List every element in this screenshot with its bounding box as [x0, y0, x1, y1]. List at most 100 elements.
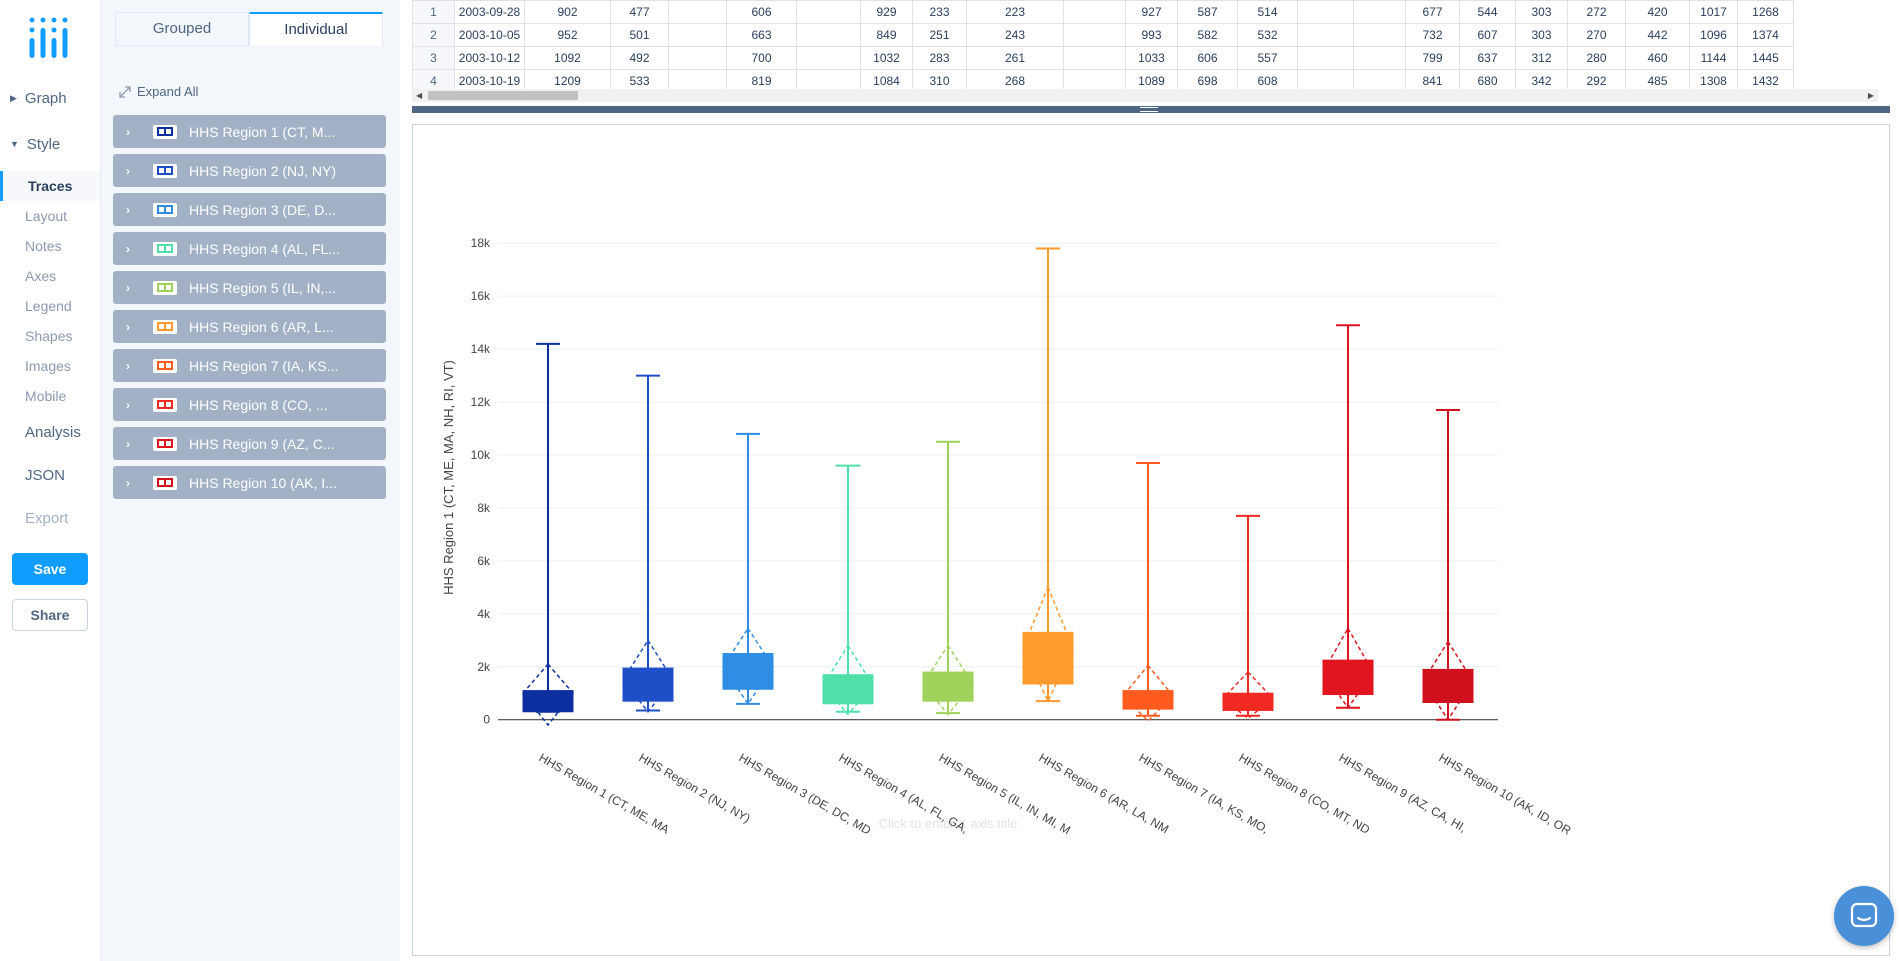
- table-cell[interactable]: [1297, 0, 1354, 24]
- chevron-right-icon[interactable]: ›: [126, 202, 130, 217]
- table-cell[interactable]: 283: [912, 46, 967, 70]
- table-cell[interactable]: 312: [1515, 46, 1568, 70]
- table-cell[interactable]: [796, 46, 861, 70]
- scroll-right-icon[interactable]: ▶: [1867, 91, 1874, 100]
- table-cell[interactable]: 1033: [1125, 46, 1178, 70]
- table-cell[interactable]: 2003-10-05: [454, 23, 525, 47]
- table-cell[interactable]: 223: [966, 0, 1064, 24]
- table-cell[interactable]: 280: [1567, 46, 1626, 70]
- trace-item[interactable]: › HHS Region 9 (AZ, C...: [113, 427, 386, 460]
- pane-splitter[interactable]: [412, 106, 1890, 113]
- table-cell[interactable]: 1017: [1689, 0, 1738, 24]
- table-cell[interactable]: 902: [524, 0, 611, 24]
- table-cell[interactable]: 637: [1459, 46, 1516, 70]
- trace-item[interactable]: › HHS Region 10 (AK, I...: [113, 466, 386, 499]
- scrollbar-thumb[interactable]: [428, 91, 578, 100]
- nav-style-mobile[interactable]: Mobile: [25, 388, 67, 404]
- table-cell[interactable]: 270: [1567, 23, 1626, 47]
- table-cell[interactable]: 532: [1237, 23, 1298, 47]
- y-axis-title[interactable]: HHS Region 1 (CT, ME, MA, NH, RI, VT): [441, 360, 456, 595]
- box-body[interactable]: [922, 671, 974, 702]
- table-cell[interactable]: 1374: [1737, 23, 1794, 47]
- nav-style-legend[interactable]: Legend: [25, 298, 72, 314]
- row-number[interactable]: 4: [412, 69, 455, 93]
- table-cell[interactable]: [1063, 23, 1126, 47]
- trace-item[interactable]: › HHS Region 5 (IL, IN,...: [113, 271, 386, 304]
- table-cell[interactable]: 492: [610, 46, 669, 70]
- table-cell[interactable]: 929: [860, 0, 913, 24]
- nav-graph[interactable]: ▶ Graph: [0, 80, 100, 116]
- table-cell[interactable]: [1297, 23, 1354, 47]
- table-cell[interactable]: 607: [1459, 23, 1516, 47]
- table-cell[interactable]: 1092: [524, 46, 611, 70]
- box-body[interactable]: [1422, 668, 1474, 703]
- tab-individual[interactable]: Individual: [249, 12, 383, 46]
- table-cell[interactable]: [796, 23, 861, 47]
- app-logo-icon[interactable]: [28, 16, 72, 60]
- trace-item[interactable]: › HHS Region 8 (CO, ...: [113, 388, 386, 421]
- nav-style-traces[interactable]: Traces: [0, 171, 100, 201]
- nav-json[interactable]: JSON: [25, 467, 66, 484]
- table-cell[interactable]: 1032: [860, 46, 913, 70]
- table-cell[interactable]: 582: [1177, 23, 1238, 47]
- table-cell[interactable]: 606: [1177, 46, 1238, 70]
- splitter-grip-icon[interactable]: [1140, 107, 1158, 112]
- chevron-right-icon[interactable]: ›: [126, 163, 130, 178]
- table-cell[interactable]: 272: [1567, 0, 1626, 24]
- table-cell[interactable]: [1353, 46, 1406, 70]
- table-cell[interactable]: 677: [1405, 0, 1460, 24]
- table-cell[interactable]: 1096: [1689, 23, 1738, 47]
- table-cell[interactable]: [668, 46, 727, 70]
- trace-item[interactable]: › HHS Region 4 (AL, FL...: [113, 232, 386, 265]
- table-cell[interactable]: 1144: [1689, 46, 1738, 70]
- table-cell[interactable]: 1268: [1737, 0, 1794, 24]
- trace-item[interactable]: › HHS Region 6 (AR, L...: [113, 310, 386, 343]
- table-cell[interactable]: 700: [726, 46, 797, 70]
- table-cell[interactable]: 952: [524, 23, 611, 47]
- chevron-right-icon[interactable]: ›: [126, 241, 130, 256]
- table-cell[interactable]: 514: [1237, 0, 1298, 24]
- box-body[interactable]: [1322, 659, 1374, 696]
- table-cell[interactable]: 927: [1125, 0, 1178, 24]
- nav-export[interactable]: Export: [25, 510, 69, 527]
- table-cell[interactable]: 993: [1125, 23, 1178, 47]
- chevron-right-icon[interactable]: ›: [126, 319, 130, 334]
- table-cell[interactable]: [1063, 0, 1126, 24]
- table-cell[interactable]: 544: [1459, 0, 1516, 24]
- save-button[interactable]: Save: [12, 553, 88, 585]
- table-cell[interactable]: 303: [1515, 0, 1568, 24]
- chevron-right-icon[interactable]: ›: [126, 397, 130, 412]
- share-button[interactable]: Share: [12, 599, 88, 631]
- table-cell[interactable]: 233: [912, 0, 967, 24]
- table-cell[interactable]: 261: [966, 46, 1064, 70]
- nav-style-axes[interactable]: Axes: [25, 268, 57, 284]
- nav-style[interactable]: ▼ Style: [0, 126, 100, 162]
- box-body[interactable]: [822, 674, 874, 705]
- table-cell[interactable]: [1353, 0, 1406, 24]
- nav-style-images[interactable]: Images: [25, 358, 71, 374]
- chat-launcher-button[interactable]: [1834, 886, 1894, 946]
- trace-item[interactable]: › HHS Region 2 (NJ, NY): [113, 154, 386, 187]
- x-axis-title-placeholder[interactable]: Click to enter X axis title: [879, 816, 1018, 831]
- trace-item[interactable]: › HHS Region 7 (IA, KS...: [113, 349, 386, 382]
- nav-style-notes[interactable]: Notes: [25, 238, 62, 254]
- table-cell[interactable]: [1353, 23, 1406, 47]
- trace-item[interactable]: › HHS Region 3 (DE, D...: [113, 193, 386, 226]
- nav-analysis[interactable]: Analysis: [25, 424, 81, 441]
- expand-all-button[interactable]: Expand All: [119, 84, 198, 99]
- table-cell[interactable]: [1063, 46, 1126, 70]
- nav-style-shapes[interactable]: Shapes: [25, 328, 73, 344]
- table-cell[interactable]: 2003-09-28: [454, 0, 525, 24]
- table-cell[interactable]: 243: [966, 23, 1064, 47]
- row-number[interactable]: 2: [412, 23, 455, 47]
- table-cell[interactable]: 732: [1405, 23, 1460, 47]
- table-cell[interactable]: [796, 0, 861, 24]
- box-chart[interactable]: 0 2k 4k 6k 8k 10k 12k 14k 16k 18k HHS Region 1 (CT…: [413, 125, 1889, 955]
- nav-style-layout[interactable]: Layout: [25, 208, 68, 224]
- table-cell[interactable]: 799: [1405, 46, 1460, 70]
- table-cell[interactable]: 587: [1177, 0, 1238, 24]
- table-cell[interactable]: 251: [912, 23, 967, 47]
- row-number[interactable]: 3: [412, 46, 455, 70]
- chevron-right-icon[interactable]: ›: [126, 358, 130, 373]
- box-body[interactable]: [1022, 631, 1074, 685]
